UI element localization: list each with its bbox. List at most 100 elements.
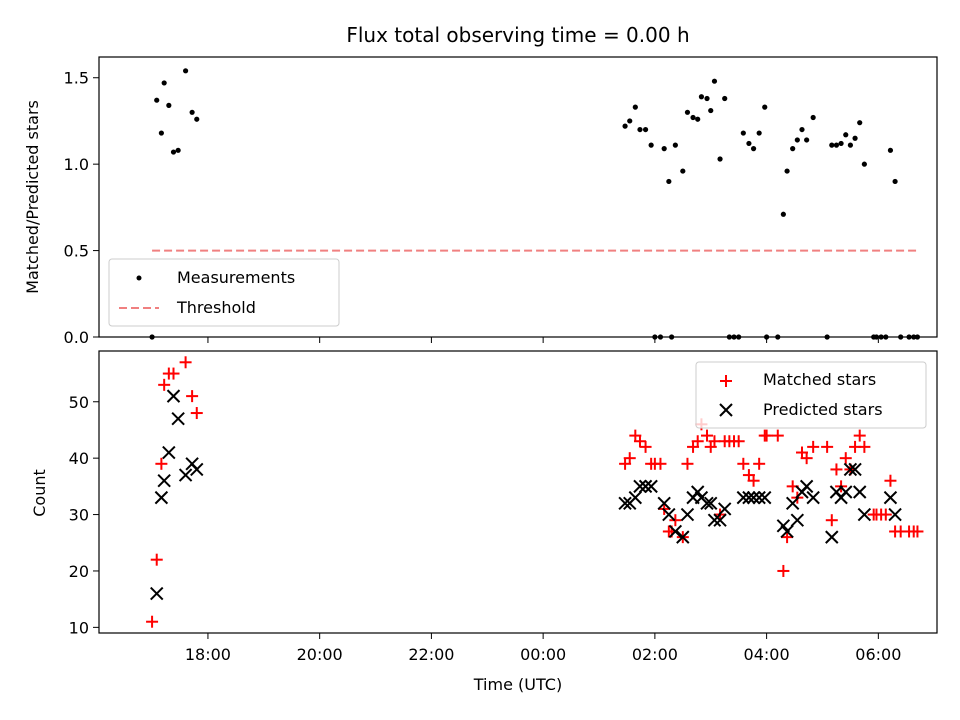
predicted-star-point — [676, 530, 690, 544]
matched-star-point — [186, 390, 199, 403]
top-y-tick-label: 1.0 — [64, 155, 89, 174]
measurement-point — [170, 149, 177, 155]
matched-star-point — [839, 452, 852, 465]
predicted-star-point — [780, 524, 794, 539]
legend-measurements-label: Measurements — [177, 268, 295, 287]
measurement-point — [740, 130, 746, 136]
predicted-star-point — [736, 490, 751, 505]
matched-star-point — [623, 452, 636, 465]
matched-star-point — [155, 457, 168, 470]
measurement-point — [627, 118, 633, 124]
predicted-star-point — [704, 496, 718, 510]
bottom-y-tick-label: 30 — [69, 506, 89, 525]
measurement-point — [784, 168, 790, 174]
predicted-star-point — [633, 479, 647, 494]
matched-star-point — [781, 531, 794, 544]
measurement-point — [632, 104, 638, 110]
matched-star-point — [747, 474, 760, 487]
measurement-point — [194, 116, 200, 122]
measurement-point — [722, 95, 728, 102]
matched-star-point — [669, 514, 682, 527]
predicted-star-point — [171, 411, 185, 426]
x-tick-label: 04:00 — [744, 645, 790, 664]
predicted-star-point — [178, 468, 193, 482]
x-tick-label: 02:00 — [632, 645, 678, 664]
measurement-point — [810, 114, 816, 121]
measurement-point — [154, 97, 160, 103]
measurement-point — [717, 156, 723, 162]
measurement-point — [843, 132, 849, 138]
measurement-point — [158, 130, 164, 136]
top-axes-frame — [98, 56, 938, 338]
measurement-point — [711, 78, 718, 84]
top-legend-box — [108, 258, 340, 327]
predicted-star-point — [700, 496, 714, 510]
measurement-point — [829, 142, 835, 148]
measurement-point — [690, 114, 696, 121]
matched-star-point — [853, 429, 866, 442]
measurement-point — [892, 178, 898, 185]
predicted-star-point — [848, 462, 862, 477]
measurement-point — [182, 68, 189, 74]
top-y-axis-label: Matched/Predicted stars — [23, 100, 42, 294]
measurement-point — [804, 137, 810, 143]
x-tick-label: 18:00 — [185, 645, 231, 664]
measurement-point — [838, 140, 844, 147]
predicted-star-point — [790, 513, 805, 527]
predicted-star-point — [839, 485, 853, 499]
matched-star-point — [167, 367, 180, 380]
bottom-axes-frame — [98, 350, 938, 634]
top-y-tick-label: 0.0 — [64, 328, 89, 347]
matched-star-point — [639, 440, 652, 453]
legend-predicted-label: Predicted stars — [763, 400, 883, 419]
measurement-point — [833, 142, 840, 148]
measurement-point — [622, 123, 628, 129]
measurement-point — [189, 109, 195, 115]
matched-star-point — [879, 508, 892, 521]
measurement-point — [794, 137, 800, 143]
predicted-star-point — [857, 507, 872, 522]
measurement-point — [642, 126, 649, 133]
measurement-point — [680, 168, 686, 174]
predicted-star-point — [785, 496, 800, 510]
x-tick-label: 06:00 — [855, 645, 901, 664]
bottom-y-tick-label: 50 — [69, 393, 89, 412]
predicted-star-point — [746, 490, 761, 505]
bottom-y-tick-label: 40 — [69, 449, 89, 468]
matched-star-point — [800, 452, 813, 465]
bottom-legend: Matched stars Predicted stars — [695, 361, 927, 429]
matched-star-point — [681, 457, 694, 470]
predicted-star-point — [825, 530, 839, 544]
legend-measurements-marker — [136, 275, 142, 281]
measurement-point — [852, 135, 858, 141]
measurement-point — [666, 178, 672, 185]
bottom-data-marks — [146, 356, 924, 628]
predicted-star-point — [662, 507, 676, 522]
matched-star-point — [771, 429, 784, 442]
top-data-marks — [149, 68, 921, 340]
measurement-point — [750, 146, 757, 152]
predicted-star-point — [638, 479, 653, 494]
predicted-star-point — [668, 524, 683, 539]
matched-star-point — [777, 564, 790, 577]
predicted-star-point — [843, 462, 858, 477]
chart-title: Flux total observing time = 0.00 h — [346, 23, 689, 47]
predicted-star-point — [154, 490, 169, 505]
x-tick-label: 20:00 — [297, 645, 343, 664]
matched-star-point — [732, 435, 745, 448]
predicted-star-point — [657, 496, 671, 510]
matched-star-point — [911, 525, 924, 538]
measurement-point — [661, 146, 667, 152]
matched-star-point — [807, 440, 820, 453]
predicted-star-point — [717, 502, 732, 516]
predicted-star-point — [752, 490, 766, 505]
matched-star-point — [654, 457, 667, 470]
predicted-star-point — [707, 513, 722, 527]
top-y-ticks: 0.0 0.5 1.0 1.5 — [64, 69, 99, 347]
bottom-x-ticks: 18:00 20:00 22:00 00:00 02:00 04:00 06:00 — [185, 633, 901, 664]
measurement-point — [756, 130, 762, 136]
predicted-star-point — [644, 479, 658, 494]
predicted-star-point — [888, 507, 902, 522]
